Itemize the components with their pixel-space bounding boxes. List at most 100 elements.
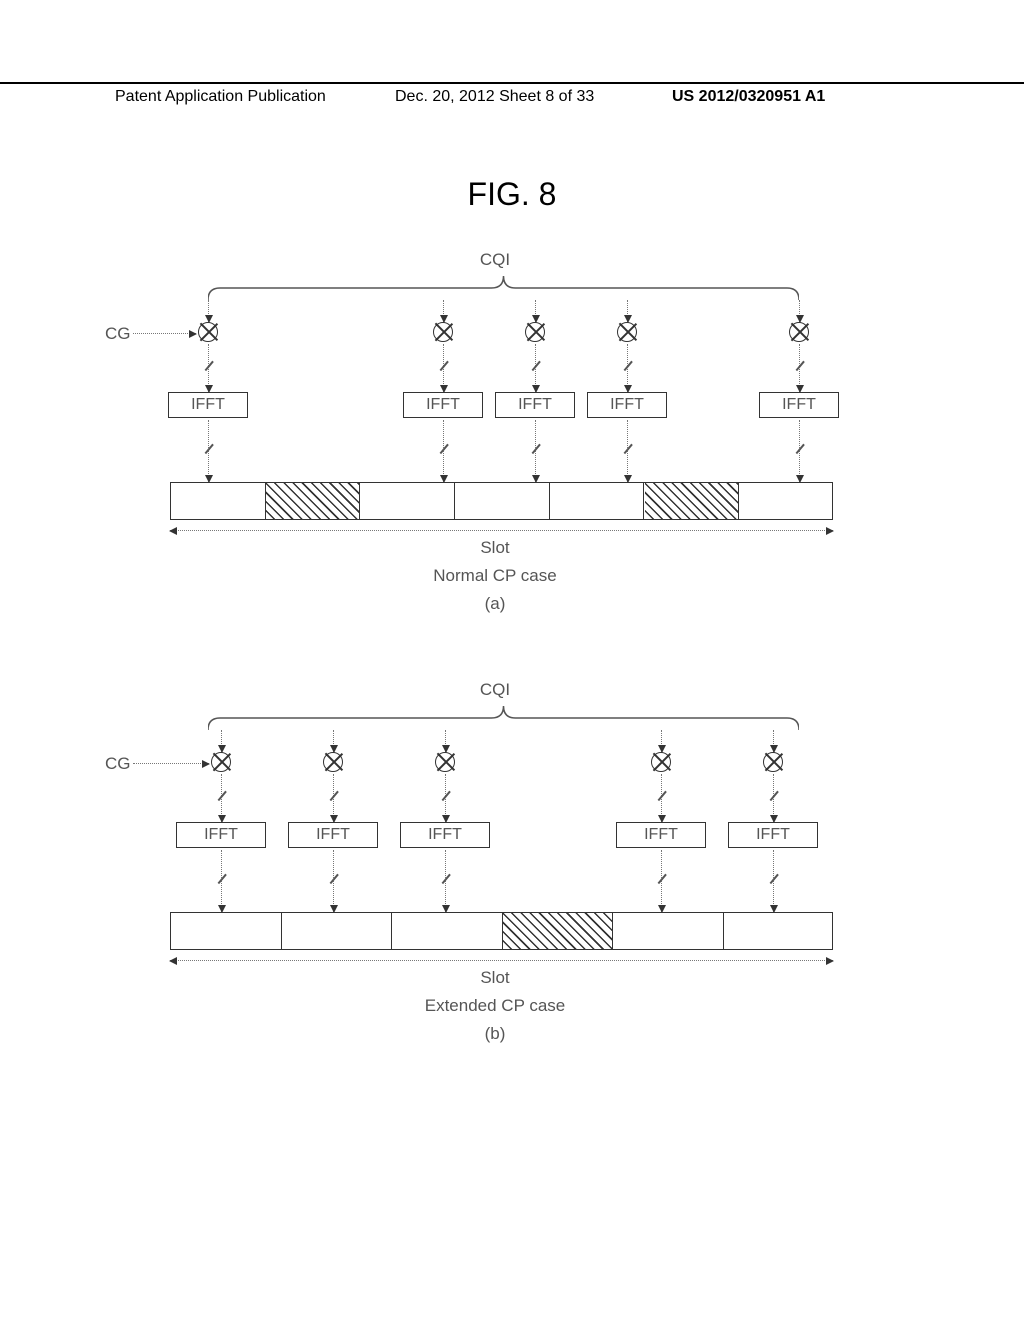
ifft-box: IFFT — [759, 392, 839, 418]
cg-arrow — [133, 763, 209, 764]
slot-width-arrow — [170, 960, 833, 961]
arrow-to-ifft — [627, 344, 628, 392]
cqi-label: CQI — [155, 250, 835, 270]
slash-mark — [218, 791, 227, 801]
header-rule — [0, 82, 1024, 84]
arrow-to-ifft — [661, 774, 662, 822]
slash-mark — [532, 361, 541, 371]
slot-cell-hatched — [503, 913, 614, 949]
arrow-to-ifft — [535, 344, 536, 392]
header-left: Patent Application Publication — [115, 88, 326, 106]
multiplier-icon — [198, 322, 218, 342]
arrow-to-multiplier — [221, 730, 222, 752]
multiplier-icon — [763, 752, 783, 772]
diagram-sublabel: (a) — [155, 594, 835, 614]
slash-mark — [770, 874, 779, 884]
figure-title: FIG. 8 — [0, 176, 1024, 213]
cqi-label: CQI — [155, 680, 835, 700]
cg-label: CG — [105, 754, 131, 774]
multiplier-icon — [525, 322, 545, 342]
slash-mark — [624, 444, 633, 454]
slot-cell-hatched — [645, 483, 740, 519]
ifft-box: IFFT — [616, 822, 706, 848]
slot-cell-hatched — [266, 483, 361, 519]
slash-mark — [440, 361, 449, 371]
arrow-to-slot — [221, 850, 222, 912]
slot-label: Slot — [155, 968, 835, 988]
slot-container — [170, 482, 833, 520]
arrow-to-ifft — [445, 774, 446, 822]
arrow-to-slot — [535, 420, 536, 482]
diagram-caption: Extended CP case — [155, 996, 835, 1016]
diagram-caption: Normal CP case — [155, 566, 835, 586]
arrow-to-multiplier — [535, 300, 536, 322]
arrow-to-multiplier — [627, 300, 628, 322]
cqi-bracket — [208, 272, 799, 302]
multiplier-icon — [433, 322, 453, 342]
diagram-sublabel: (b) — [155, 1024, 835, 1044]
slot-cell — [724, 913, 835, 949]
ifft-box: IFFT — [728, 822, 818, 848]
ifft-box: IFFT — [176, 822, 266, 848]
arrow-to-slot — [627, 420, 628, 482]
ifft-box: IFFT — [168, 392, 248, 418]
multiplier-icon — [211, 752, 231, 772]
slot-width-arrow — [170, 530, 833, 531]
cqi-bracket — [208, 702, 799, 732]
slash-mark — [770, 791, 779, 801]
diagram-b: CQICGIFFTIFFTIFFTIFFTIFFTSlotExtended CP… — [155, 680, 835, 1080]
cg-arrow — [133, 333, 196, 334]
diagram-a: CQICGIFFTIFFTIFFTIFFTIFFTSlotNormal CP c… — [155, 250, 835, 650]
slot-cell — [171, 483, 266, 519]
arrow-to-slot — [773, 850, 774, 912]
arrow-to-slot — [443, 420, 444, 482]
arrow-to-slot — [445, 850, 446, 912]
arrow-to-slot — [333, 850, 334, 912]
arrow-to-slot — [208, 420, 209, 482]
arrow-to-ifft — [208, 344, 209, 392]
multiplier-icon — [323, 752, 343, 772]
slash-mark — [218, 874, 227, 884]
slot-cell — [739, 483, 834, 519]
slash-mark — [330, 874, 339, 884]
arrow-to-multiplier — [799, 300, 800, 322]
slot-cell — [171, 913, 282, 949]
slash-mark — [442, 874, 451, 884]
ifft-box: IFFT — [288, 822, 378, 848]
arrow-to-multiplier — [445, 730, 446, 752]
slot-cell — [550, 483, 645, 519]
arrow-to-slot — [661, 850, 662, 912]
slash-mark — [658, 791, 667, 801]
slash-mark — [532, 444, 541, 454]
slot-cell — [282, 913, 393, 949]
multiplier-icon — [617, 322, 637, 342]
header-center: Dec. 20, 2012 Sheet 8 of 33 — [395, 88, 594, 106]
arrow-to-multiplier — [443, 300, 444, 322]
slash-mark — [205, 444, 214, 454]
slash-mark — [440, 444, 449, 454]
ifft-box: IFFT — [400, 822, 490, 848]
arrow-to-multiplier — [661, 730, 662, 752]
slash-mark — [796, 444, 805, 454]
arrow-to-ifft — [221, 774, 222, 822]
arrow-to-multiplier — [773, 730, 774, 752]
ifft-box: IFFT — [587, 392, 667, 418]
slash-mark — [796, 361, 805, 371]
slot-cell — [613, 913, 724, 949]
ifft-box: IFFT — [495, 392, 575, 418]
arrow-to-slot — [799, 420, 800, 482]
slot-label: Slot — [155, 538, 835, 558]
slash-mark — [205, 361, 214, 371]
ifft-box: IFFT — [403, 392, 483, 418]
arrow-to-ifft — [799, 344, 800, 392]
arrow-to-ifft — [773, 774, 774, 822]
slash-mark — [442, 791, 451, 801]
slash-mark — [624, 361, 633, 371]
cg-label: CG — [105, 324, 131, 344]
multiplier-icon — [789, 322, 809, 342]
arrow-to-multiplier — [333, 730, 334, 752]
slot-container — [170, 912, 833, 950]
arrow-to-ifft — [443, 344, 444, 392]
arrow-to-multiplier — [208, 300, 209, 322]
slot-cell — [455, 483, 550, 519]
